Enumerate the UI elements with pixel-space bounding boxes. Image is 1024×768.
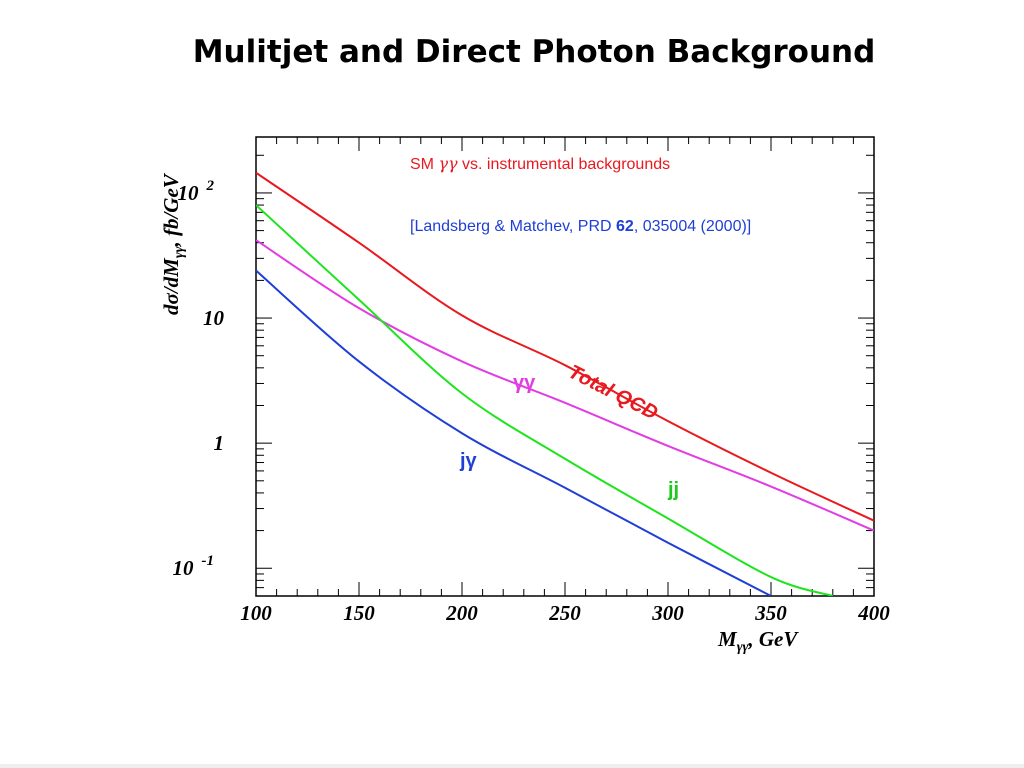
chart-header-prefix: SM	[410, 156, 438, 173]
x-tick-label: 250	[548, 601, 581, 625]
chart-header-symbol: γγ	[438, 154, 458, 173]
y-tick-label: 10 2	[178, 178, 215, 205]
series-line-jj	[256, 204, 834, 596]
reference-annotation: [Landsberg & Matchev, PRD 62, 035004 (20…	[410, 218, 751, 235]
x-tick-label: 200	[445, 601, 478, 625]
footer-band	[0, 764, 1024, 768]
x-axis-title-sub: γγ	[737, 640, 749, 655]
reference-prefix: [Landsberg & Matchev, PRD	[410, 218, 616, 235]
y-tick-label-exponent: 2	[206, 178, 215, 194]
x-axis-title-main: M	[717, 627, 738, 651]
series-line-j-gamma	[256, 269, 772, 596]
reference-suffix: , 035004 (2000)]	[634, 218, 751, 235]
chart-header-suffix: vs. instrumental backgrounds	[458, 156, 671, 173]
y-axis-title-sub: γγ	[172, 246, 187, 258]
y-tick-label-base: 1	[214, 431, 225, 455]
chart-header-annotation: SM γγ vs. instrumental backgrounds	[410, 154, 670, 173]
y-axis-title-unit: , fb/GeV	[159, 172, 183, 247]
y-tick-label: 1	[214, 431, 225, 455]
x-tick-label: 350	[754, 601, 787, 625]
y-tick-label-base: 10	[178, 181, 200, 205]
x-tick-label: 400	[857, 601, 890, 625]
series-label-total-qcd: Total QCD	[565, 361, 661, 425]
y-tick-label-exponent: -1	[202, 553, 215, 569]
y-tick-label-base: 10	[203, 306, 225, 330]
reference-volume: 62	[616, 218, 634, 235]
y-axis-title-main: dσ/dM	[159, 257, 183, 315]
series-line-total-qcd	[256, 171, 874, 522]
y-tick-label: 10	[203, 306, 225, 330]
x-axis-title: Mγγ, GeV	[717, 627, 799, 655]
series-label-j-gamma: jγ	[459, 450, 478, 472]
x-tick-label: 150	[343, 601, 375, 625]
x-tick-label: 300	[651, 601, 684, 625]
y-axis-title: dσ/dMγγ, fb/GeV	[159, 172, 187, 315]
plot-frame	[255, 136, 875, 597]
x-axis-title-unit: , GeV	[747, 627, 799, 651]
slide-title: Mulitjet and Direct Photon Background	[192, 34, 876, 70]
y-tick-label: 10 -1	[173, 553, 215, 580]
x-tick-label: 100	[240, 601, 272, 625]
series-label-jj: jj	[667, 479, 679, 501]
y-tick-label-base: 10	[173, 556, 195, 580]
series-line-gamma-gamma	[256, 239, 874, 532]
